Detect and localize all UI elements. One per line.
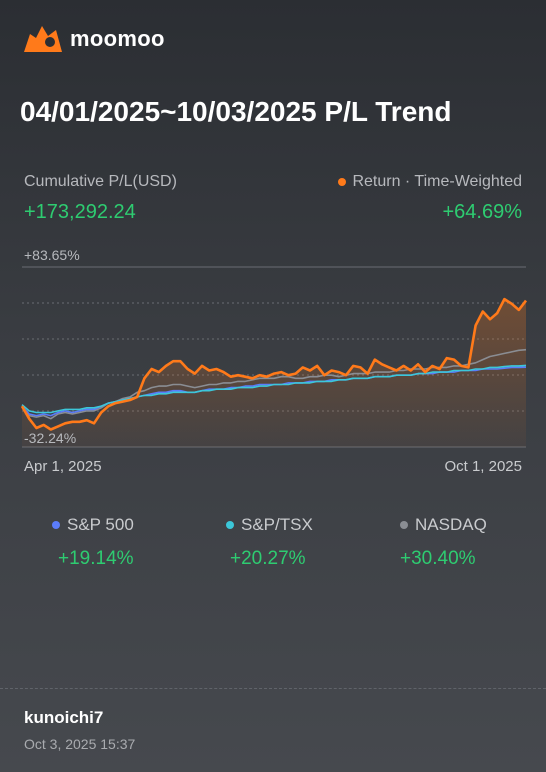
sptsx-label: S&P/TSX: [241, 515, 313, 534]
return-legend-dot: [338, 178, 347, 186]
legend-sptsx: S&P/TSX: [226, 515, 313, 535]
brand-logo: moomoo: [22, 24, 165, 54]
username: kunoichi7: [24, 708, 104, 727]
timestamp: Oct 3, 2025 15:37: [24, 736, 136, 752]
y-min-label: -32.24%: [24, 430, 76, 446]
return-value: +64.69%: [442, 201, 522, 223]
sp500-label: S&P 500: [67, 515, 134, 534]
return-label: Return · Time-Weighted: [352, 173, 522, 190]
nasdaq-value: +30.40%: [400, 548, 476, 569]
sp500-value: +19.14%: [58, 548, 134, 569]
legend-nasdaq: NASDAQ: [400, 515, 487, 535]
brand-name: moomoo: [70, 26, 165, 51]
return-legend: Return · Time-Weighted: [338, 173, 522, 191]
sp500-dot: [52, 521, 60, 529]
sptsx-dot: [226, 521, 234, 529]
x-start-label: Apr 1, 2025: [24, 458, 102, 475]
cumulative-pl-value: +173,292.24: [24, 201, 136, 223]
page-title: 04/01/2025~10/03/2025 P/L Trend: [20, 96, 452, 127]
series-line-return-time-weighted: [20, 297, 528, 431]
y-max-label: +83.65%: [24, 247, 80, 263]
pl-trend-chart: +83.65% -32.24% Apr 1, 2025 Oct 1, 2025: [20, 247, 528, 475]
nasdaq-label: NASDAQ: [415, 515, 487, 534]
moomoo-bull-icon: [24, 26, 62, 52]
nasdaq-dot: [400, 521, 408, 529]
sptsx-value: +20.27%: [230, 548, 306, 569]
series-line-s-p-tsx: [21, 364, 527, 414]
legend-sp500: S&P 500: [52, 515, 134, 535]
footer-divider: [0, 688, 546, 689]
x-end-label: Oct 1, 2025: [444, 458, 522, 475]
cumulative-pl-label: Cumulative P/L(USD): [24, 173, 177, 190]
return-area: [22, 299, 526, 447]
